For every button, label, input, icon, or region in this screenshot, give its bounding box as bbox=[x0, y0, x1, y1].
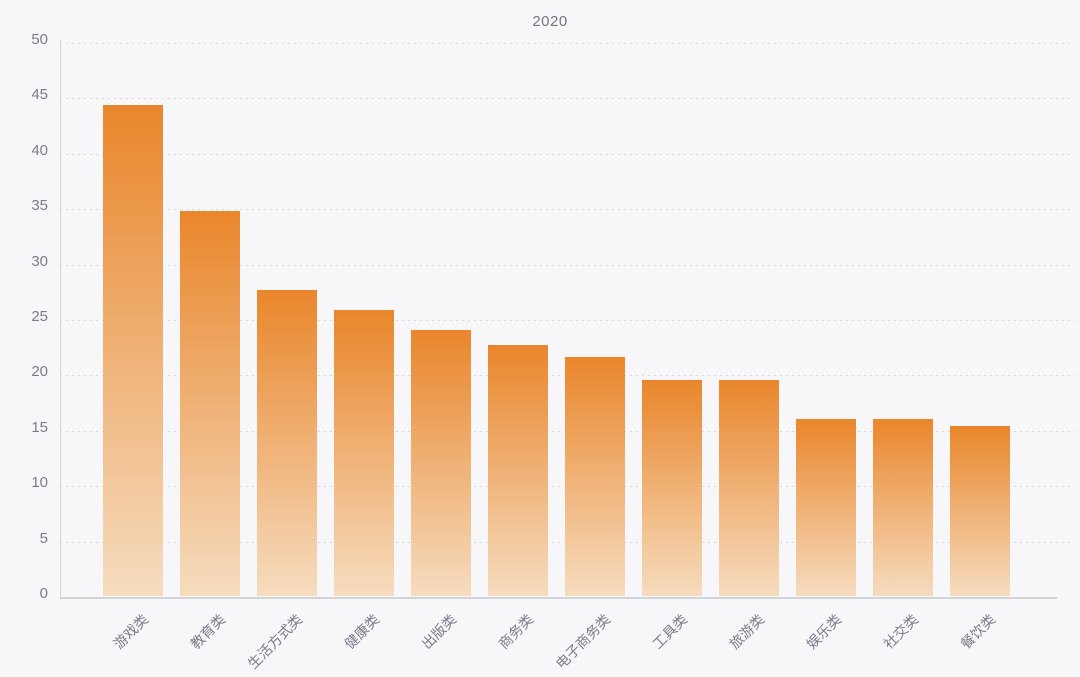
bar-电子商务类 bbox=[565, 356, 625, 596]
bar-生活方式类 bbox=[257, 290, 317, 596]
y-axis-tick-label: 30 bbox=[31, 252, 48, 270]
x-axis-category-label: 健康类 bbox=[341, 611, 383, 653]
chart-title: 2020 bbox=[532, 13, 568, 30]
bar-教育类 bbox=[180, 211, 240, 596]
y-axis-line bbox=[60, 40, 61, 597]
x-axis-category-label: 游戏类 bbox=[110, 611, 152, 653]
x-axis-category-label: 出版类 bbox=[418, 611, 460, 653]
x-axis-category-label: 商务类 bbox=[495, 611, 537, 653]
grid-line bbox=[60, 98, 1075, 100]
bar-旅游类 bbox=[719, 379, 779, 596]
y-axis-tick-label: 10 bbox=[31, 474, 48, 492]
y-axis-tick-label: 0 bbox=[39, 585, 48, 602]
bar-餐饮类 bbox=[950, 426, 1010, 596]
x-axis-category-label: 电子商务类 bbox=[552, 611, 614, 672]
y-axis-tick-label: 40 bbox=[31, 141, 48, 159]
y-axis-tick-label: 20 bbox=[31, 363, 48, 381]
y-axis-tick-label: 5 bbox=[39, 529, 48, 547]
y-axis-tick-label: 35 bbox=[31, 197, 48, 215]
bar-娱乐类 bbox=[796, 418, 856, 596]
grid-line bbox=[60, 209, 1075, 211]
x-axis-category-label: 生活方式类 bbox=[244, 611, 306, 672]
x-axis-category-label: 旅游类 bbox=[726, 611, 768, 653]
bar-游戏类 bbox=[103, 105, 163, 596]
y-axis-tick-label: 25 bbox=[31, 308, 48, 325]
bar-工具类 bbox=[642, 379, 702, 596]
x-axis-category-label: 教育类 bbox=[187, 611, 229, 653]
x-axis-category-label: 工具类 bbox=[649, 611, 691, 653]
x-axis-line bbox=[60, 597, 1057, 599]
bar-健康类 bbox=[334, 310, 394, 596]
grid-line bbox=[60, 264, 1075, 266]
x-axis-category-label: 娱乐类 bbox=[803, 611, 845, 653]
y-axis-tick-label: 50 bbox=[31, 31, 48, 48]
bar-商务类 bbox=[488, 345, 548, 596]
x-axis-category-label: 社交类 bbox=[880, 611, 922, 653]
x-axis-category-label: 餐饮类 bbox=[957, 611, 999, 653]
bar-出版类 bbox=[411, 329, 471, 596]
grid-line bbox=[60, 320, 1075, 321]
grid-line bbox=[60, 43, 1075, 44]
bar-社交类 bbox=[873, 418, 933, 596]
y-axis-tick-label: 45 bbox=[31, 86, 48, 104]
grid-line bbox=[60, 153, 1075, 155]
y-axis-tick-label: 15 bbox=[31, 418, 48, 436]
